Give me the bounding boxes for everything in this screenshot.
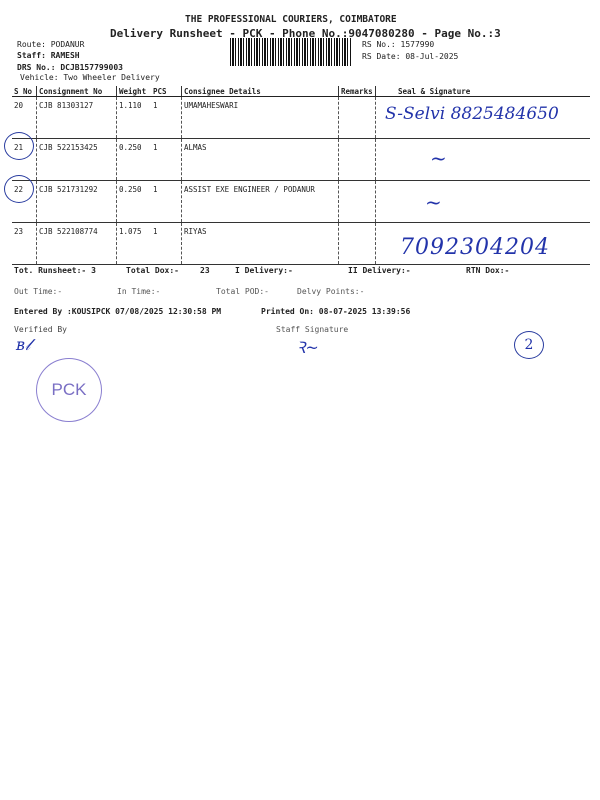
pcs: 1 <box>151 180 182 223</box>
total-dox-value: 23 <box>200 266 210 275</box>
pcs: 1 <box>151 96 182 139</box>
remarks <box>338 180 376 223</box>
route: Route: PODANUR <box>17 40 85 49</box>
consignment-no: CJB 522108774 <box>36 222 117 265</box>
company-name: THE PROFESSIONAL COURIERS, COIMBATORE <box>185 14 397 25</box>
rs-no: RS No.: 1577990 <box>362 40 435 49</box>
staff-signature-label: Staff Signature <box>276 325 349 334</box>
col-seal: Seal & Signature <box>375 86 590 97</box>
col-weight: Weight <box>116 86 151 97</box>
consignee: ALMAS <box>181 138 339 181</box>
consignment-no: CJB 521731292 <box>36 180 117 223</box>
remarks <box>338 96 376 139</box>
consignee: RIYAS <box>181 222 339 265</box>
pcs: 1 <box>151 138 182 181</box>
document-title: Delivery Runsheet - PCK - Phone No.:9047… <box>110 27 501 40</box>
delvy-points: Delvy Points:- <box>297 287 365 296</box>
table-header: S No Consignment No Weight PCS Consignee… <box>12 86 590 97</box>
i-delivery: I Delivery:- <box>235 266 293 275</box>
consignment-table: S No Consignment No Weight PCS Consignee… <box>12 86 590 265</box>
ii-delivery: II Delivery:- <box>348 266 411 275</box>
stamp-text: PCK <box>51 380 87 399</box>
total-pod: Total POD:- <box>216 287 269 296</box>
col-pcs: PCS <box>151 86 182 97</box>
signature-mark-22: ~ <box>425 190 442 214</box>
sno: 20 <box>12 96 37 139</box>
ink-circle <box>4 175 34 203</box>
table-row: 20 CJB 81303127 1.110 1 UMAMAHESWARI <box>12 96 590 139</box>
col-sno: S No <box>12 86 37 97</box>
staff: Staff: RAMESH <box>17 51 80 60</box>
remarks <box>338 222 376 265</box>
handwritten-phone-23: 7092304204 <box>400 235 550 260</box>
vehicle: Vehicle: Two Wheeler Delivery <box>20 73 160 82</box>
out-time: Out Time:- <box>14 287 63 296</box>
col-consignment: Consignment No <box>36 86 117 97</box>
drs-no: DRS No.: DCJB157799003 <box>17 63 123 72</box>
signature-cell <box>375 138 590 181</box>
pcs: 1 <box>151 222 182 265</box>
consignee: ASSIST EXE ENGINEER / PODANUR <box>181 180 339 223</box>
col-details: Consignee Details <box>181 86 339 97</box>
total-dox-label: Total Dox:- <box>126 266 179 275</box>
weight: 1.075 <box>116 222 151 265</box>
printed-on: Printed On: 08-07-2025 13:39:56 <box>261 307 411 316</box>
signature-cell <box>375 222 590 265</box>
page-mark: 2 <box>514 331 544 359</box>
remarks <box>338 138 376 181</box>
rs-date: RS Date: 08-Jul-2025 <box>362 52 459 61</box>
table-row: 23 CJB 522108774 1.075 1 RIYAS <box>12 222 590 265</box>
table-row: 21 CJB 522153425 0.250 1 ALMAS <box>12 138 590 181</box>
col-remarks: Remarks <box>338 86 376 97</box>
signature-mark-21: ~ <box>430 146 447 170</box>
verified-by: Verified By <box>14 325 67 334</box>
signature-cell <box>375 96 590 139</box>
consignment-no: CJB 522153425 <box>36 138 117 181</box>
page-mark-number: 2 <box>524 337 534 353</box>
table-row: 22 CJB 521731292 0.250 1 ASSIST EXE ENGINEER… <box>12 180 590 223</box>
barcode <box>230 38 352 66</box>
tot-runsheet: Tot. Runsheet:- 3 <box>14 266 96 275</box>
staff-signature: Ꝛ~ <box>296 338 319 357</box>
signature-cell <box>375 180 590 223</box>
consignment-no: CJB 81303127 <box>36 96 117 139</box>
verifier-signature: ʙ𝓁 <box>16 335 31 354</box>
weight: 1.110 <box>116 96 151 139</box>
in-time: In Time:- <box>117 287 161 296</box>
handwritten-signature-20: S-Selvi 8825484650 <box>385 104 559 124</box>
pck-stamp: PCK <box>36 358 102 422</box>
ink-circle <box>4 132 34 160</box>
weight: 0.250 <box>116 138 151 181</box>
entered-by: Entered By :KOUSIPCK 07/08/2025 12:30:58… <box>14 307 222 316</box>
rtn-dox: RTN Dox:- <box>466 266 510 275</box>
weight: 0.250 <box>116 180 151 223</box>
sno: 23 <box>12 222 37 265</box>
consignee: UMAMAHESWARI <box>181 96 339 139</box>
